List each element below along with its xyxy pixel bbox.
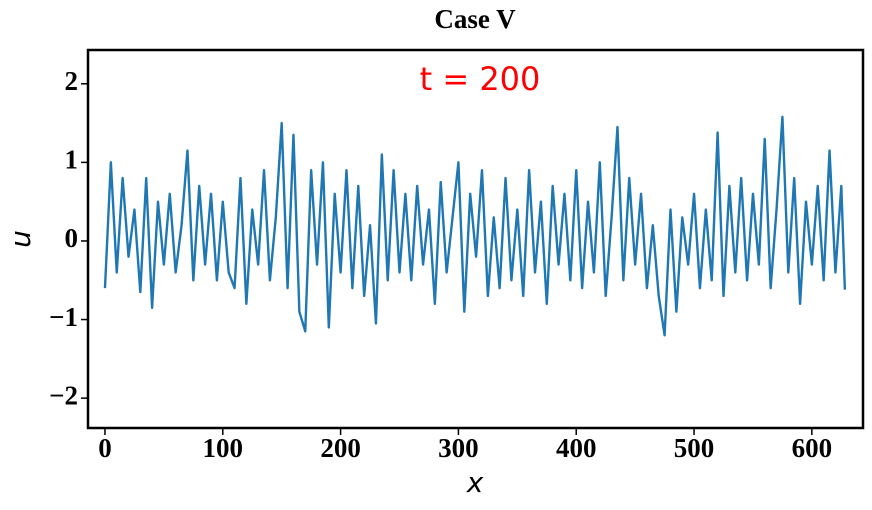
y-tick-label: 0 bbox=[65, 223, 79, 253]
plot-frame bbox=[86, 48, 865, 430]
annotation: t = 200 bbox=[420, 60, 541, 98]
y-axis-label: u bbox=[4, 230, 37, 248]
data-line bbox=[103, 115, 847, 337]
x-axis-label: x bbox=[466, 466, 484, 499]
y-tick-label: 1 bbox=[65, 145, 79, 175]
x-tick-label: 100 bbox=[203, 433, 244, 463]
x-tick-label: 400 bbox=[556, 433, 597, 463]
y-tick-label: −2 bbox=[49, 380, 78, 410]
x-tick-label: 600 bbox=[792, 433, 833, 463]
y-tick-label: 2 bbox=[65, 66, 79, 96]
x-tick-label: 200 bbox=[320, 433, 361, 463]
x-tick-label: 300 bbox=[438, 433, 479, 463]
y-tick-label: −1 bbox=[49, 302, 78, 332]
x-tick-label: 500 bbox=[674, 433, 715, 463]
x-tick-label: 0 bbox=[98, 433, 112, 463]
chart-title: Case V bbox=[434, 4, 516, 34]
